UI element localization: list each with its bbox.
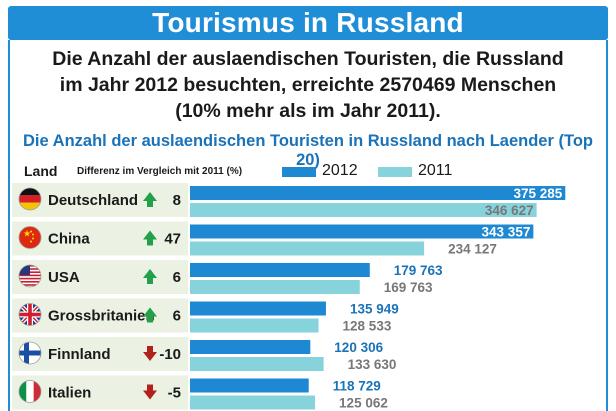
value-label-2011: 128 533 <box>343 319 392 334</box>
difference-value: -5 <box>168 385 181 402</box>
usa-flag <box>18 264 42 288</box>
summary-line-2: im Jahr 2012 besuchten, erreichte 257046… <box>59 74 557 96</box>
country-label: USA <box>48 269 80 286</box>
bar-2011 <box>190 203 537 217</box>
difference-value: 6 <box>173 269 181 286</box>
finland-flag <box>18 341 42 365</box>
arrow-up-icon <box>143 307 157 323</box>
bar-2012 <box>190 186 566 200</box>
germany-flag <box>18 187 42 211</box>
svg-text:★: ★ <box>23 230 31 240</box>
summary-line-3: (10% mehr als im Jahr 2011). <box>175 100 441 122</box>
arrow-down-icon <box>143 346 157 361</box>
value-label-2012: 120 306 <box>334 340 383 355</box>
difference-value: 47 <box>164 231 181 248</box>
bar-2011 <box>190 280 360 294</box>
country-label: Finnland <box>48 346 111 363</box>
bar-2011 <box>190 357 324 371</box>
legend-swatch-2011 <box>378 167 412 177</box>
arrow-up-icon <box>143 269 157 284</box>
value-label-2012: 375 285 <box>513 186 562 201</box>
difference-value: 8 <box>173 192 181 209</box>
value-label-2012: 118 729 <box>333 379 381 394</box>
country-label: Grossbritanien <box>48 308 155 325</box>
country-label: Italien <box>48 385 91 402</box>
value-label-2011: 346 627 <box>485 203 534 218</box>
content-frame <box>8 40 608 411</box>
page-title: Tourismus in Russland <box>152 7 464 38</box>
legend-label-2012: 2012 <box>322 162 358 179</box>
bar-2012 <box>190 378 309 393</box>
bar-2012 <box>190 301 326 316</box>
column-label-country: Land <box>24 163 58 179</box>
difference-value: 6 <box>173 308 181 325</box>
summary-line-1: Die Anzahl der auslaendischen Touristen,… <box>52 48 564 70</box>
chart-title: Die Anzahl der auslaendischen Touristen … <box>23 132 593 169</box>
country-label: Deutschland <box>48 192 138 209</box>
italy-flag <box>18 380 42 403</box>
value-label-2011: 133 630 <box>348 357 397 372</box>
arrow-up-icon <box>143 192 157 207</box>
legend-swatch-2012 <box>282 167 316 177</box>
country-label: China <box>48 231 90 248</box>
legend-label-2011: 2011 <box>418 162 453 179</box>
column-label-difference: Differenz im Vergleich mit 2011 (%) <box>77 166 243 177</box>
value-label-2011: 234 127 <box>448 242 497 257</box>
bar-2011 <box>190 318 319 333</box>
bar-2012 <box>190 224 534 239</box>
value-label-2012: 179 763 <box>394 263 443 278</box>
bar-2012 <box>190 263 370 277</box>
bar-2011 <box>190 241 425 256</box>
value-label-2012: 135 949 <box>350 302 399 317</box>
title-bar: Tourismus in Russland <box>8 6 608 40</box>
value-label-2011: 125 062 <box>339 396 388 411</box>
value-label-2012: 343 357 <box>482 225 531 240</box>
arrow-up-icon <box>143 230 157 246</box>
value-label-2011: 169 763 <box>384 280 433 295</box>
china-flag: ★ <box>18 226 42 249</box>
difference-value: -10 <box>159 346 181 363</box>
uk-flag <box>18 303 42 326</box>
bar-2011 <box>190 395 316 410</box>
arrow-down-icon <box>143 384 157 400</box>
bar-2012 <box>190 340 311 354</box>
